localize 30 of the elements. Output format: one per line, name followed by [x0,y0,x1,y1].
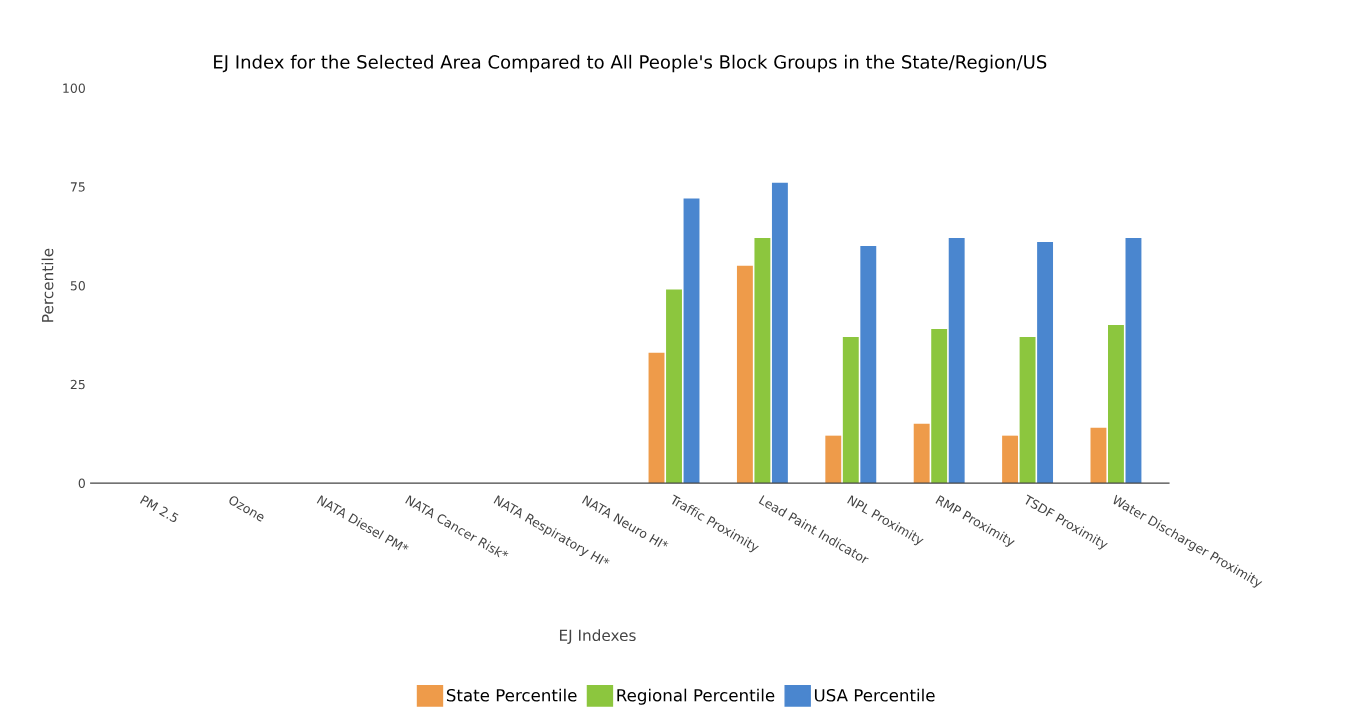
bar [648,352,665,484]
bar [1002,435,1019,484]
y-tick-label: 100 [63,83,85,93]
bar [948,238,965,484]
bar [683,198,700,484]
bar [1125,238,1142,484]
x-axis-title: EJ Indexes [559,629,636,644]
y-tick-label: 0 [78,478,85,488]
bar [736,265,753,484]
bar [860,246,877,484]
legend-label: USA Percentile [814,688,935,702]
bar [1108,325,1124,484]
bar [1090,427,1107,484]
x-tick-label: PM 2.5 [139,494,180,524]
bar [842,336,859,484]
chart-title: EJ Index for the Selected Area Compared to All People's Block Groups in the State/Region/US [214,54,1047,73]
bar [666,289,682,484]
bar [1019,336,1036,484]
legend-label: Regional Percentile [617,688,775,705]
bar [825,435,842,484]
bar [931,328,948,484]
bar [754,238,771,484]
bar [913,423,930,484]
y-tick-label: 50 [70,280,85,291]
legend-label: State Percentile [446,688,577,702]
bar [1037,242,1054,484]
y-axis-title: Percentile [41,248,54,322]
y-tick-label: 25 [70,379,85,390]
bar [771,182,788,484]
y-tick-label: 75 [70,182,85,192]
